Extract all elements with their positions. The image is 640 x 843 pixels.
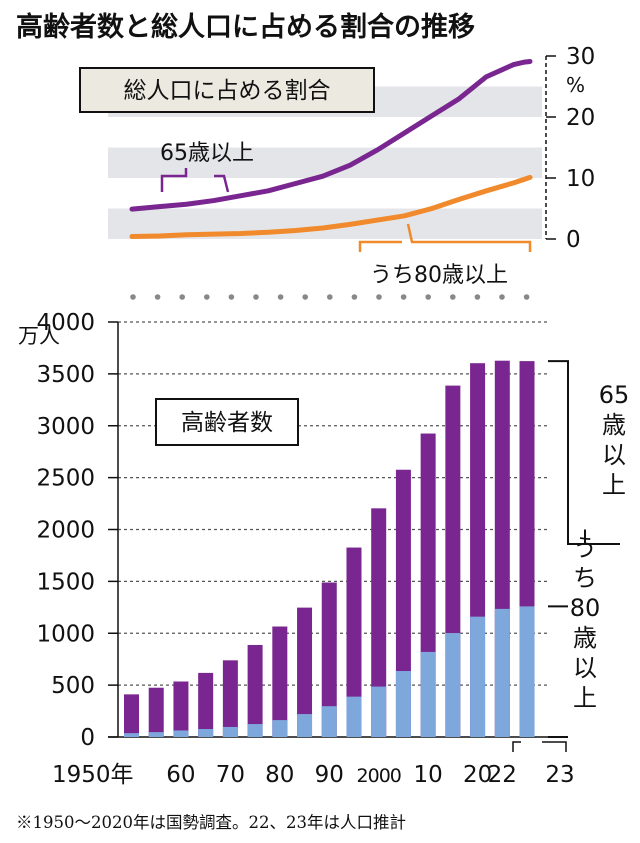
x-tick-label: 80 <box>265 762 294 788</box>
bracket-65-plus <box>548 360 620 546</box>
bar-80-plus <box>124 733 139 737</box>
separator-dot <box>277 294 284 300</box>
bar-80-plus <box>470 616 486 737</box>
share-tick-label: 20 <box>566 105 595 131</box>
bar-tick-label: 0 <box>80 725 95 751</box>
series-label-80-text: うち80歳以上 <box>370 263 508 288</box>
bar-80-plus <box>148 732 164 737</box>
bar-tick-label: 1500 <box>36 569 95 595</box>
bar-tick-label: 500 <box>51 673 95 699</box>
separator-dot <box>228 294 235 300</box>
share-line-chart: 0 10 20 30% 総人口に占める割合 65歳以上 うち80歳以上 <box>79 44 595 300</box>
share-lines <box>129 58 533 240</box>
bar-65-plus <box>297 607 313 737</box>
bar-80-plus <box>173 730 189 737</box>
bracket-label-65: 65 歳以上 <box>599 381 630 499</box>
bar-65-plus <box>321 582 337 737</box>
bar-65-plus <box>198 672 214 737</box>
x-tick-label: 20 <box>463 762 492 788</box>
bar-65-plus <box>173 681 189 737</box>
bar-tick-label: 2000 <box>36 518 95 544</box>
bar-65-plus <box>272 626 288 737</box>
bar-chart-title: 高齢者数 <box>181 410 273 436</box>
share-chart-title-box: 総人口に占める割合 <box>79 67 375 113</box>
share-unit-label: % <box>566 73 585 97</box>
bar-80-plus <box>297 714 313 737</box>
bar-80-plus <box>346 696 362 737</box>
bar-80-plus <box>222 726 238 737</box>
share-y-axis: 0 10 20 30% <box>545 44 595 253</box>
tick-hook-22 <box>512 741 521 752</box>
bar-chart-title-box: 高齢者数 <box>155 398 299 446</box>
bar-65-plus <box>148 687 164 737</box>
footnote: ※1950～2020年は国勢調査。22、23年は人口推計 <box>16 813 406 832</box>
bar-unit-label: 万人 <box>18 324 60 348</box>
x-tick-label: 90 <box>315 762 344 788</box>
bar-80-plus <box>445 633 461 737</box>
bracket-label-80: うち 80 歳以上 <box>570 534 601 712</box>
separator-dot <box>130 294 136 300</box>
series-label-65: 65歳以上 <box>160 141 254 193</box>
bar-65-plus <box>395 469 411 737</box>
line-65-plus <box>129 58 533 212</box>
chart-title: 高齢者数と総人口に占める割合の推移 <box>16 11 475 43</box>
bar-80-plus <box>371 686 387 737</box>
separator-dot <box>302 294 309 300</box>
x-tick-label: 2000 <box>357 765 401 787</box>
separator-dot <box>327 294 333 300</box>
series-label-80: うち80歳以上 <box>358 223 532 288</box>
bar-65-plus <box>247 644 263 737</box>
line-80-plus <box>129 174 533 240</box>
bar-80-plus <box>321 706 337 737</box>
series-label-65-text: 65歳以上 <box>160 141 254 166</box>
separator-dot <box>154 294 161 300</box>
x-tick-label: 23 <box>545 762 574 788</box>
separator-dot <box>204 294 210 300</box>
x-tick-label: 1950年 <box>52 762 134 788</box>
bar-y-axis: 0 500 1000 1500 2000 2500 3000 3500 4000 <box>36 310 548 751</box>
bar-80-plus <box>395 671 411 737</box>
share-tick-label: 10 <box>566 166 595 192</box>
separator-dot <box>253 294 259 300</box>
bar-tick-label: 3000 <box>36 414 95 440</box>
separator-dots <box>130 294 530 300</box>
separator-dot <box>523 294 530 300</box>
separator-dot <box>499 294 505 300</box>
bar-65-plus <box>346 547 362 737</box>
x-tick-label: 70 <box>216 762 245 788</box>
bar-80-plus <box>420 651 436 737</box>
bar-65-plus <box>124 694 139 737</box>
elderly-bar-chart: 0 500 1000 1500 2000 2500 3000 3500 4000 万人 1950… <box>18 310 629 788</box>
separator-dot <box>351 294 358 300</box>
share-tick-label: 30 <box>566 44 595 70</box>
bar-65-plus <box>222 660 238 737</box>
separator-dot <box>179 294 185 300</box>
bar-80-plus <box>519 606 535 737</box>
bar-65-plus <box>371 508 387 737</box>
separator-dot <box>400 294 407 300</box>
x-tick-label: 10 <box>413 762 442 788</box>
bar-tick-label: 1000 <box>36 621 95 647</box>
separator-dot <box>376 294 382 300</box>
bar-80-plus <box>247 724 263 737</box>
bar-tick-label: 3500 <box>36 362 95 388</box>
bar-80-plus <box>272 720 288 737</box>
share-chart-title: 総人口に占める割合 <box>124 78 331 104</box>
x-tick-label: 60 <box>166 762 195 788</box>
bar-tick-label: 2500 <box>36 466 95 492</box>
bar-80-plus <box>198 729 214 737</box>
bar-tick-label: 4000 <box>36 310 95 336</box>
x-tick-label: 22 <box>488 762 517 788</box>
bars <box>124 360 535 737</box>
tick-hook-23 <box>542 741 567 752</box>
separator-dot <box>450 294 456 300</box>
bar-80-plus <box>494 608 510 737</box>
share-tick-label: 0 <box>566 227 581 253</box>
separator-dot <box>425 294 432 300</box>
separator-dot <box>474 294 481 300</box>
